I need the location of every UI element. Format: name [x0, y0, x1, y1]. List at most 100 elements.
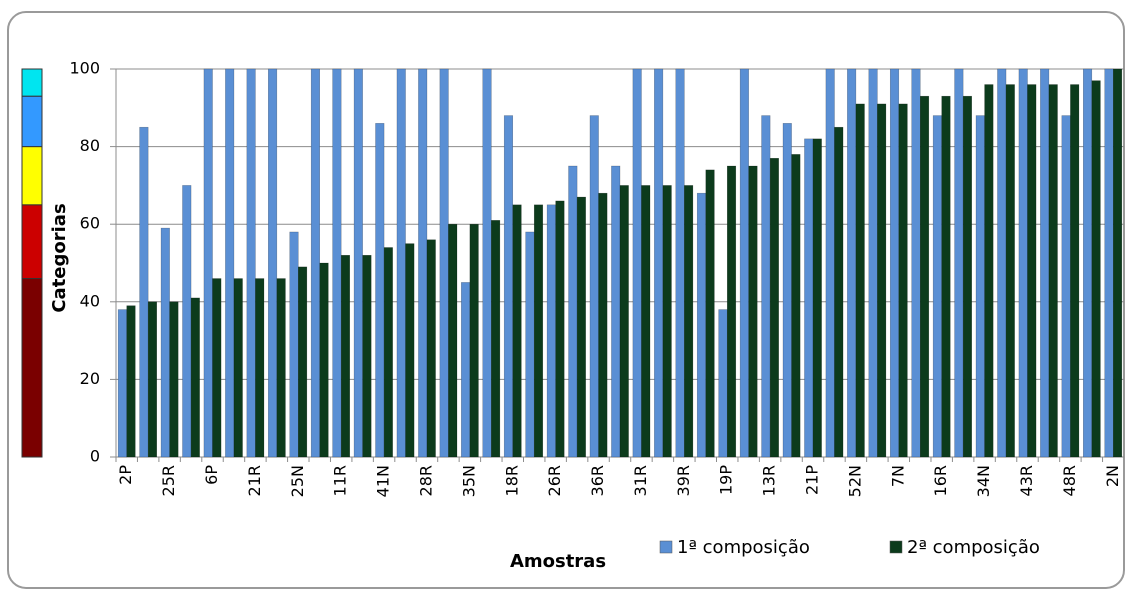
bar: [491, 220, 501, 458]
x-axis-label: Amostras: [510, 551, 606, 572]
bar: [1027, 84, 1037, 458]
bar: [362, 254, 372, 458]
x-tick-label: 16R: [931, 465, 950, 496]
x-tick-label: 2N: [1103, 465, 1122, 487]
bar: [533, 204, 544, 458]
bar: [855, 103, 865, 458]
bar: [225, 68, 235, 458]
bar: [418, 68, 428, 458]
bar: [190, 297, 200, 458]
x-tick-label: 35N: [459, 465, 478, 497]
color-band: [21, 278, 43, 458]
bar: [160, 227, 170, 458]
bar: [568, 165, 578, 458]
bar: [117, 309, 127, 458]
bar: [340, 254, 351, 458]
x-tick-label: 2P: [116, 465, 135, 485]
y-tick-label: 60: [80, 214, 100, 233]
bar: [877, 103, 887, 458]
x-tick-label: 26R: [545, 465, 564, 496]
bar: [611, 165, 621, 458]
bar: [1061, 115, 1071, 458]
bar: [825, 68, 835, 458]
bar: [246, 68, 256, 458]
bar: [726, 165, 737, 458]
bar: [383, 247, 393, 458]
bar: [276, 278, 286, 458]
color-band: [21, 204, 43, 280]
bar: [920, 95, 930, 458]
bar: [546, 204, 556, 458]
bar: [598, 192, 608, 458]
x-tick-label: 21P: [803, 465, 822, 495]
bar: [962, 95, 972, 458]
color-band: [21, 146, 43, 206]
x-tick-label: 28R: [416, 465, 435, 496]
x-tick-label: 6P: [202, 465, 221, 485]
bar: [469, 223, 479, 458]
bar: [426, 239, 436, 458]
y-tick-label: 40: [80, 291, 100, 310]
x-tick-label: 34N: [974, 465, 993, 497]
bar: [748, 165, 758, 458]
bar: [791, 154, 801, 458]
bar: [696, 192, 707, 458]
bar: [1048, 84, 1058, 458]
legend-label: 2ª composição: [907, 537, 1040, 558]
bar: [203, 68, 213, 458]
x-tick-label: 25R: [159, 465, 178, 496]
y-tick-label: 20: [80, 369, 100, 388]
bar: [555, 200, 565, 458]
bar: [898, 103, 908, 458]
x-tick-label: 39R: [674, 465, 693, 496]
x-tick-label: 48R: [1060, 465, 1079, 496]
bar: [932, 115, 942, 458]
bar: [375, 123, 385, 458]
bar: [684, 185, 694, 458]
bar: [1091, 80, 1101, 458]
chart-frame: [7, 11, 1125, 589]
x-tick-label: 11R: [331, 465, 350, 496]
x-tick-label: 13R: [760, 465, 779, 496]
bar: [975, 115, 985, 458]
x-tick-label: 18R: [502, 465, 521, 496]
bar: [804, 138, 814, 458]
bar: [675, 68, 685, 458]
bar: [576, 196, 586, 458]
bar: [319, 262, 329, 458]
x-tick-label: 43R: [1017, 465, 1036, 496]
bar: [1070, 84, 1080, 458]
bar: [169, 301, 179, 458]
bar: [439, 68, 449, 458]
bar: [139, 126, 149, 458]
bar: [1083, 68, 1093, 458]
bar: [739, 68, 749, 458]
bar: [997, 68, 1007, 458]
bar: [525, 231, 535, 458]
bar: [941, 95, 951, 458]
bar: [298, 266, 308, 458]
bar: [1040, 68, 1050, 458]
bar: [847, 68, 857, 458]
bar: [1018, 68, 1028, 458]
legend-swatch: [889, 540, 903, 554]
bar: [812, 138, 822, 458]
x-tick-label: 7N: [888, 465, 907, 487]
bar: [769, 157, 779, 458]
bar: [126, 305, 136, 458]
y-tick-label: 100: [69, 59, 100, 78]
bar: [448, 223, 458, 458]
bar: [482, 68, 492, 458]
bar: [662, 185, 672, 458]
bar: [310, 68, 320, 458]
bar: [654, 68, 664, 458]
bar: [182, 185, 192, 458]
bar: [268, 68, 278, 458]
bar: [889, 68, 900, 458]
bar: [589, 115, 599, 458]
x-tick-label: 41N: [374, 465, 393, 497]
color-band: [21, 68, 43, 97]
bar: [761, 115, 771, 458]
bar: [396, 68, 406, 458]
